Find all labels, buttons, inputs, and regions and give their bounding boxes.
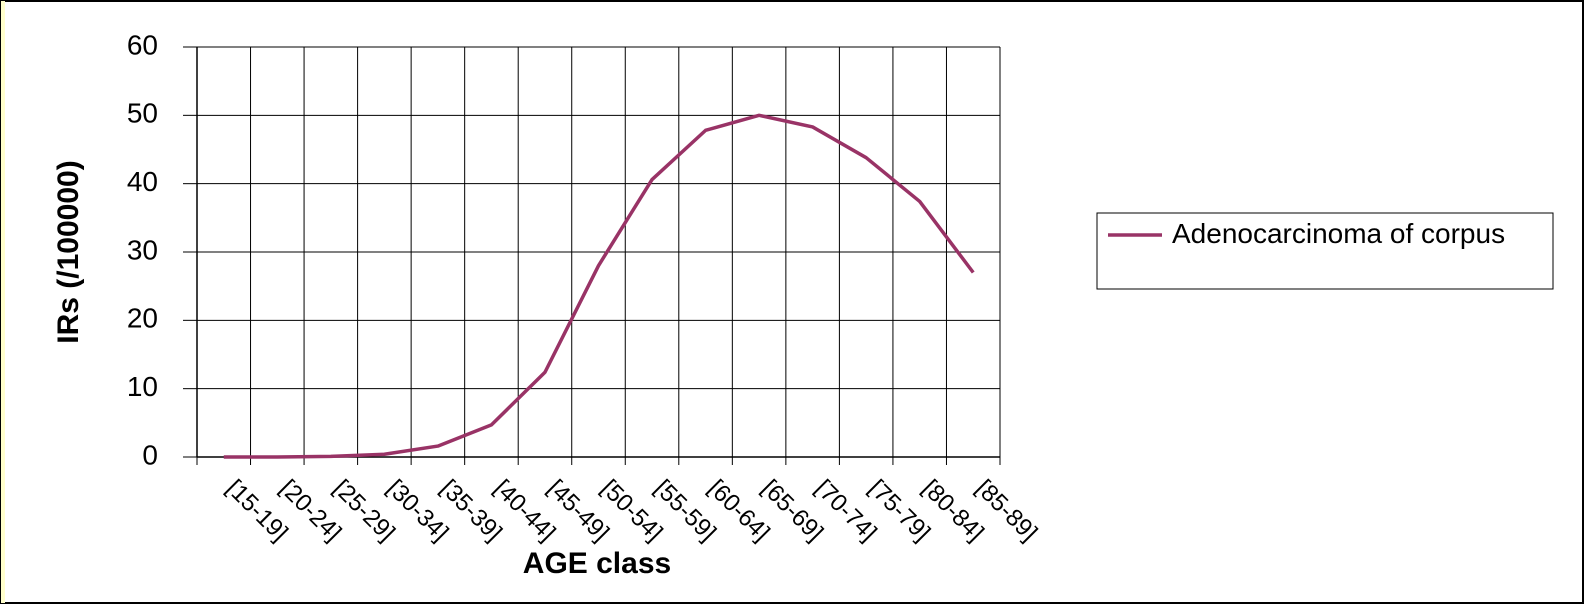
y-tick-label: 20 bbox=[127, 303, 158, 334]
legend-box bbox=[1096, 212, 1554, 290]
series-line bbox=[223, 113, 975, 459]
y-tick-label: 0 bbox=[142, 439, 158, 470]
x-axis-label: AGE class bbox=[523, 547, 671, 580]
frame-edge bbox=[1, 1, 5, 603]
y-axis-label: IRs (/100000) bbox=[52, 160, 85, 343]
legend-label: Adenocarcinoma of corpus bbox=[1172, 218, 1506, 249]
y-tick-label: 30 bbox=[127, 234, 158, 265]
y-tick-label: 40 bbox=[127, 166, 158, 197]
y-tick-label: 60 bbox=[127, 29, 158, 60]
y-tick-label: 50 bbox=[127, 98, 158, 129]
y-tick-label: 10 bbox=[127, 371, 158, 402]
